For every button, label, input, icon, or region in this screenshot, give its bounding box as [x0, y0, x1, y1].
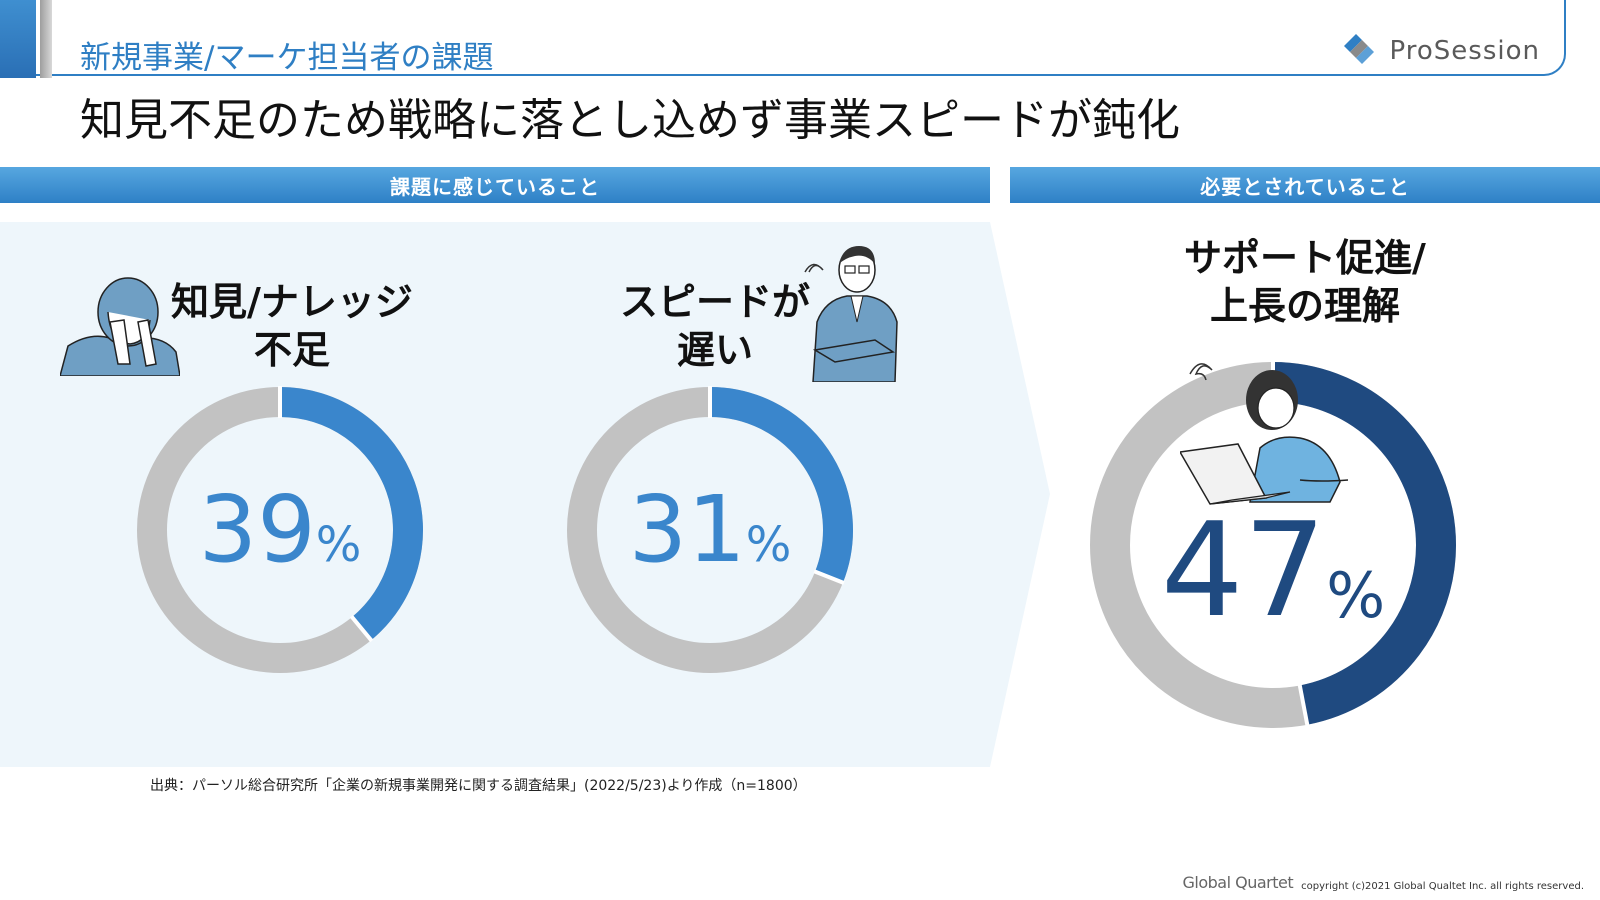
- donut-slice-separator: [813, 569, 845, 585]
- donut-chart-speed: [567, 386, 853, 673]
- need-label: サポート促進/ 上長の理解: [1135, 234, 1475, 330]
- donut-chart-knowledge: [137, 386, 423, 673]
- donut2-unit: %: [745, 517, 792, 573]
- donut-slice-separator: [349, 615, 374, 643]
- issue1-label: 知見/ナレッジ 不足: [158, 278, 426, 374]
- donut3-value: 47: [1160, 494, 1327, 646]
- donut-slice-value: [279, 387, 423, 641]
- donut2-center: 31 %: [560, 380, 860, 680]
- section-title: 新規事業/マーケ担当者の課題: [80, 40, 494, 76]
- prosession-logo: ProSession: [1338, 30, 1540, 72]
- donut2-value: 31: [628, 476, 746, 583]
- logo-text: ProSession: [1389, 36, 1540, 66]
- need-label-line2: 上長の理解: [1209, 284, 1400, 328]
- header-accent-bar-gray: [40, 0, 52, 78]
- issue2-label-line1: スピードが: [619, 280, 810, 324]
- donut1-value: 39: [198, 476, 316, 583]
- issue1-label-line2: 不足: [253, 328, 330, 372]
- header-frame: [0, 0, 1566, 76]
- woman-laptop-illustration: [1180, 363, 1349, 505]
- band-challenges: 課題に感じていること: [0, 167, 990, 203]
- donut-slice-value: [709, 387, 853, 583]
- donut1-unit: %: [315, 517, 362, 573]
- footer: Global Quartet copyright (c)2021 Global …: [1183, 873, 1585, 892]
- businessman-illustration: [804, 246, 898, 382]
- donut3-unit: %: [1326, 558, 1386, 632]
- footer-brand: Global Quartet: [1182, 873, 1294, 892]
- worried-person-illustration: [60, 277, 180, 376]
- prosession-logo-icon: [1343, 34, 1374, 64]
- donut3-center: 47 %: [1078, 470, 1468, 670]
- page-title: 知見不足のため戦略に落とし込めず事業スピードが鈍化: [80, 95, 1180, 146]
- donut-slice-separator: [1297, 684, 1310, 727]
- footer-copyright: copyright (c)2021 Global Qualtet Inc. al…: [1301, 881, 1584, 892]
- issue2-label: スピードが 遅い: [600, 278, 830, 374]
- header-accent-bar: [0, 0, 36, 78]
- donut-slice-value: [1272, 362, 1456, 725]
- issue2-label-line2: 遅い: [676, 328, 753, 372]
- need-label-line1: サポート促進/: [1184, 236, 1426, 280]
- band-needs: 必要とされていること: [1010, 167, 1600, 203]
- source-note: 出典：パーソル総合研究所「企業の新規事業開発に関する調査結果」(2022/5/2…: [150, 778, 807, 794]
- issue1-label-line1: 知見/ナレッジ: [171, 280, 413, 324]
- donut1-center: 39 %: [130, 380, 430, 680]
